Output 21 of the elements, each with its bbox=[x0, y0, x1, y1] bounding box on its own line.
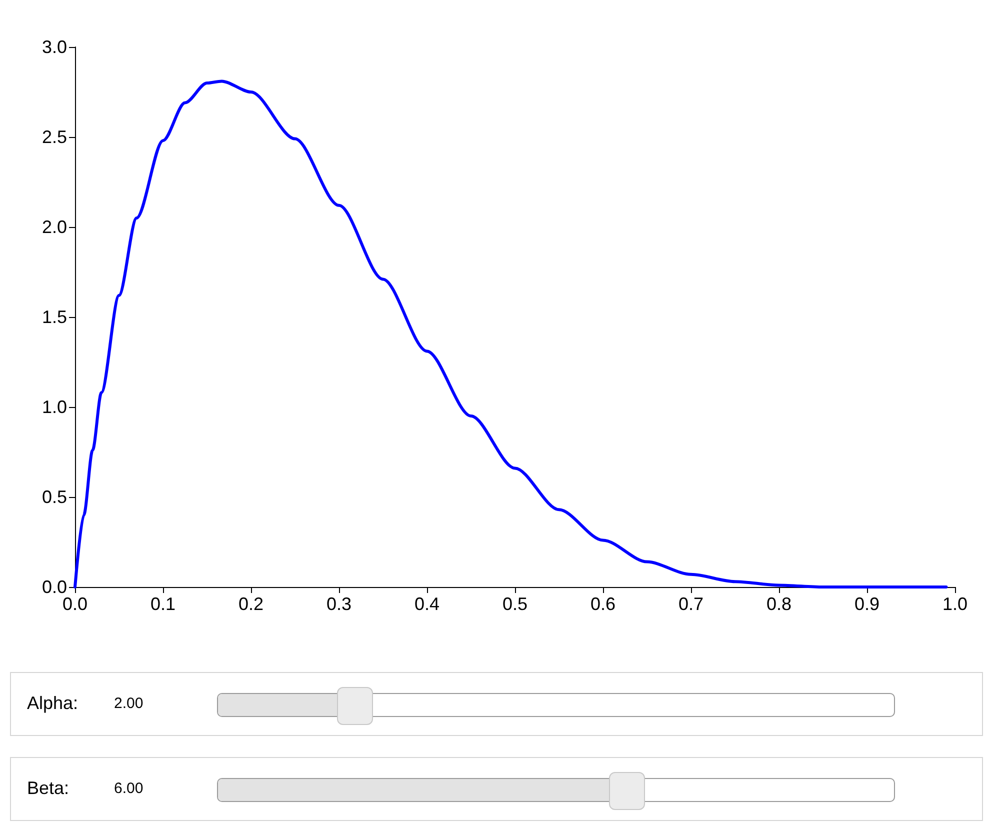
slider-field: Alpha: 2.00 bbox=[10, 672, 983, 736]
x-tick-label: 0.5 bbox=[502, 594, 528, 614]
y-tick-label: 1.5 bbox=[42, 307, 67, 327]
slider-field: Beta: 6.00 bbox=[10, 757, 983, 821]
y-tick-label: 0.5 bbox=[42, 487, 67, 507]
y-tick-label: 0.0 bbox=[42, 577, 67, 597]
line-series bbox=[74, 80, 948, 588]
x-tick-label: 0.2 bbox=[238, 594, 264, 614]
y-tick-label: 2.5 bbox=[42, 127, 67, 147]
x-tick-label: 0.9 bbox=[854, 594, 880, 614]
y-tick-label: 1.0 bbox=[42, 397, 67, 417]
y-tick-label: 3.0 bbox=[42, 37, 67, 57]
x-tick-label: 0.7 bbox=[678, 594, 704, 614]
x-tick-label: 0.4 bbox=[414, 594, 440, 614]
y-tick-label: 2.0 bbox=[42, 217, 67, 237]
x-tick-label: 0.8 bbox=[766, 594, 792, 614]
x-tick-label: 0.6 bbox=[590, 594, 616, 614]
x-tick-label: 0.0 bbox=[62, 594, 88, 614]
x-tick-label: 1.0 bbox=[942, 594, 968, 614]
x-tick-label: 0.1 bbox=[150, 594, 176, 614]
x-tick-label: 0.3 bbox=[326, 594, 352, 614]
